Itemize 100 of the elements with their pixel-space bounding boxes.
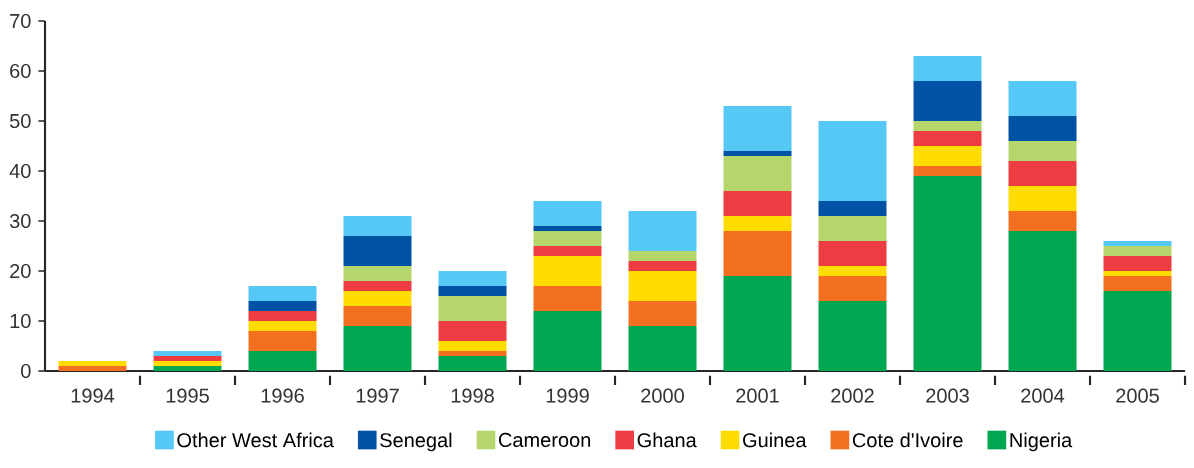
bar bbox=[248, 311, 317, 321]
bar bbox=[343, 326, 412, 371]
x-tick-label: 1998 bbox=[451, 388, 494, 403]
bar bbox=[248, 331, 317, 351]
bar bbox=[818, 121, 887, 201]
bar bbox=[723, 156, 792, 191]
y-tick-label: 40 bbox=[9, 163, 31, 179]
bar bbox=[343, 281, 412, 291]
bar bbox=[628, 301, 697, 326]
bar bbox=[818, 241, 887, 266]
bar bbox=[343, 236, 412, 266]
bar bbox=[153, 361, 222, 366]
bar bbox=[723, 151, 792, 156]
bar bbox=[913, 56, 982, 81]
legend-label: Cote d'Ivoire bbox=[852, 432, 963, 448]
bar bbox=[628, 271, 697, 301]
bar bbox=[818, 201, 887, 216]
legend-label: Cameroon bbox=[498, 432, 591, 448]
bar bbox=[343, 291, 412, 306]
bar bbox=[723, 191, 792, 216]
x-tick-label: 1999 bbox=[546, 388, 589, 403]
bar bbox=[1103, 276, 1172, 291]
x-tick-label: 2002 bbox=[831, 388, 874, 403]
bar bbox=[438, 351, 507, 356]
bar bbox=[913, 176, 982, 371]
bar bbox=[153, 366, 222, 371]
bar bbox=[248, 301, 317, 311]
bar bbox=[1008, 161, 1077, 186]
bar bbox=[438, 296, 507, 321]
bar bbox=[533, 226, 602, 231]
bar bbox=[723, 276, 792, 371]
x-tick-label: 2003 bbox=[926, 388, 969, 403]
bar bbox=[913, 80, 982, 121]
bar bbox=[438, 356, 507, 371]
bar bbox=[438, 286, 507, 296]
bar bbox=[533, 256, 602, 286]
bar bbox=[248, 286, 317, 301]
y-tick-label: 0 bbox=[21, 363, 31, 379]
bar bbox=[1103, 271, 1172, 276]
bar bbox=[628, 211, 697, 251]
bar bbox=[1008, 231, 1077, 371]
bar bbox=[343, 306, 412, 326]
bar bbox=[913, 146, 982, 166]
legend-label: Other West Africa bbox=[177, 432, 334, 448]
bar bbox=[438, 321, 507, 341]
y-tick-label: 30 bbox=[9, 213, 31, 229]
bar bbox=[1103, 241, 1172, 246]
bar bbox=[248, 351, 317, 371]
bar bbox=[248, 321, 317, 331]
bar bbox=[1008, 211, 1077, 231]
bar bbox=[153, 351, 222, 356]
bar bbox=[533, 201, 602, 226]
x-tick-label: 2004 bbox=[1021, 388, 1065, 403]
x-tick-label: 2001 bbox=[736, 388, 779, 403]
bar bbox=[1103, 246, 1172, 256]
x-tick-label: 2000 bbox=[641, 388, 684, 403]
bar bbox=[628, 251, 697, 261]
bar bbox=[818, 266, 887, 276]
bar bbox=[723, 105, 792, 151]
x-tick-label: 1996 bbox=[261, 388, 304, 403]
x-tick-label: 1997 bbox=[356, 388, 399, 403]
bar bbox=[533, 231, 602, 246]
bar bbox=[533, 246, 602, 256]
bar bbox=[1008, 140, 1077, 161]
bar bbox=[533, 311, 602, 371]
bar bbox=[343, 216, 412, 236]
bar bbox=[818, 216, 887, 241]
bar bbox=[723, 216, 792, 231]
legend-label: Ghana bbox=[637, 432, 697, 448]
bar bbox=[533, 286, 602, 311]
bar bbox=[153, 356, 222, 361]
x-tick-label: 2005 bbox=[1116, 388, 1159, 403]
y-tick-label: 20 bbox=[10, 263, 31, 279]
x-tick-label: 1995 bbox=[166, 388, 209, 403]
bar bbox=[1103, 291, 1172, 371]
bar bbox=[913, 166, 982, 176]
legend-label: Nigeria bbox=[1010, 432, 1073, 452]
legend-label: Guinea bbox=[743, 432, 807, 448]
y-tick-label: 50 bbox=[9, 113, 31, 129]
y-tick-label: 70 bbox=[10, 13, 31, 29]
bar bbox=[818, 276, 887, 301]
x-tick-label: 1994 bbox=[71, 388, 115, 403]
bar bbox=[438, 341, 507, 351]
bar bbox=[438, 271, 507, 286]
bar bbox=[58, 366, 127, 371]
bar bbox=[913, 131, 982, 146]
bar bbox=[58, 361, 127, 366]
bar bbox=[628, 326, 697, 371]
bar bbox=[1008, 116, 1077, 141]
bar bbox=[343, 266, 412, 281]
bar bbox=[913, 121, 982, 131]
y-tick-label: 10 bbox=[10, 313, 31, 329]
bar bbox=[628, 261, 697, 271]
bar bbox=[1008, 186, 1077, 211]
bar bbox=[1008, 80, 1077, 116]
bar bbox=[1103, 256, 1172, 271]
y-tick-label: 60 bbox=[10, 63, 31, 79]
bar bbox=[723, 231, 792, 276]
bar bbox=[818, 301, 887, 371]
legend-label: Senegal bbox=[380, 432, 452, 452]
